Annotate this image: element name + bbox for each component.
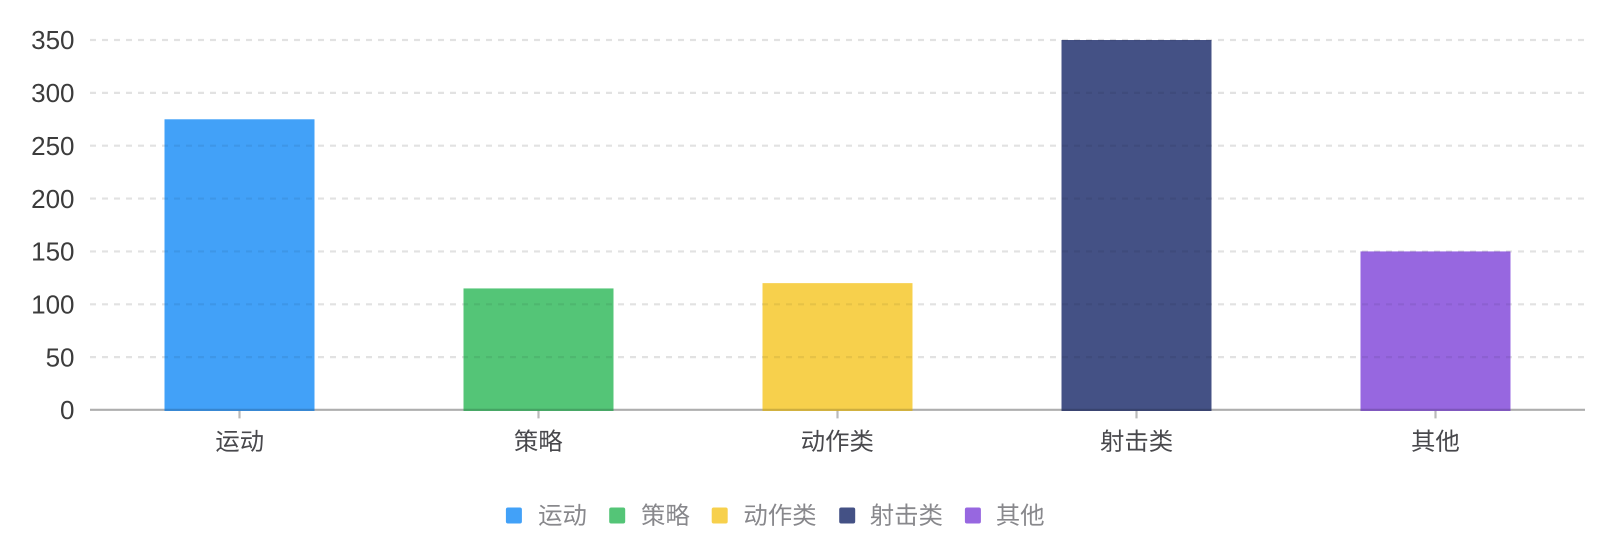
svg-text:100: 100 [31, 289, 74, 319]
svg-text:200: 200 [31, 184, 74, 214]
svg-text:0: 0 [60, 395, 74, 425]
svg-text:250: 250 [31, 131, 74, 161]
svg-text:150: 150 [31, 237, 74, 267]
svg-text:300: 300 [31, 78, 74, 108]
svg-text:350: 350 [31, 25, 74, 55]
svg-text:50: 50 [46, 342, 75, 372]
